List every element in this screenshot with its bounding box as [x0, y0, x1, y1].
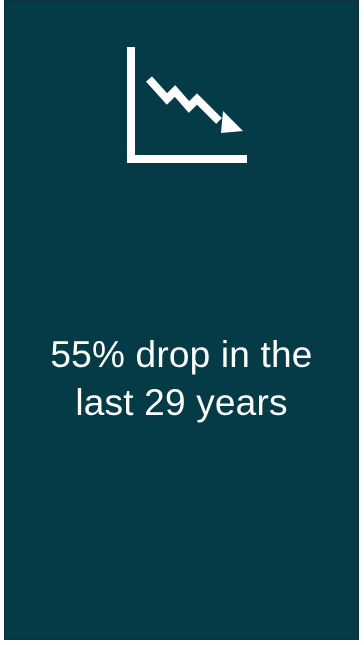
stat-line-2: last 29 years — [75, 382, 288, 423]
stat-line-1: 55% drop in the — [50, 334, 313, 375]
declining-chart-icon — [127, 47, 247, 163]
stat-card: 55% drop in the last 29 years — [4, 0, 359, 640]
stat-text: 55% drop in the last 29 years — [5, 331, 358, 427]
